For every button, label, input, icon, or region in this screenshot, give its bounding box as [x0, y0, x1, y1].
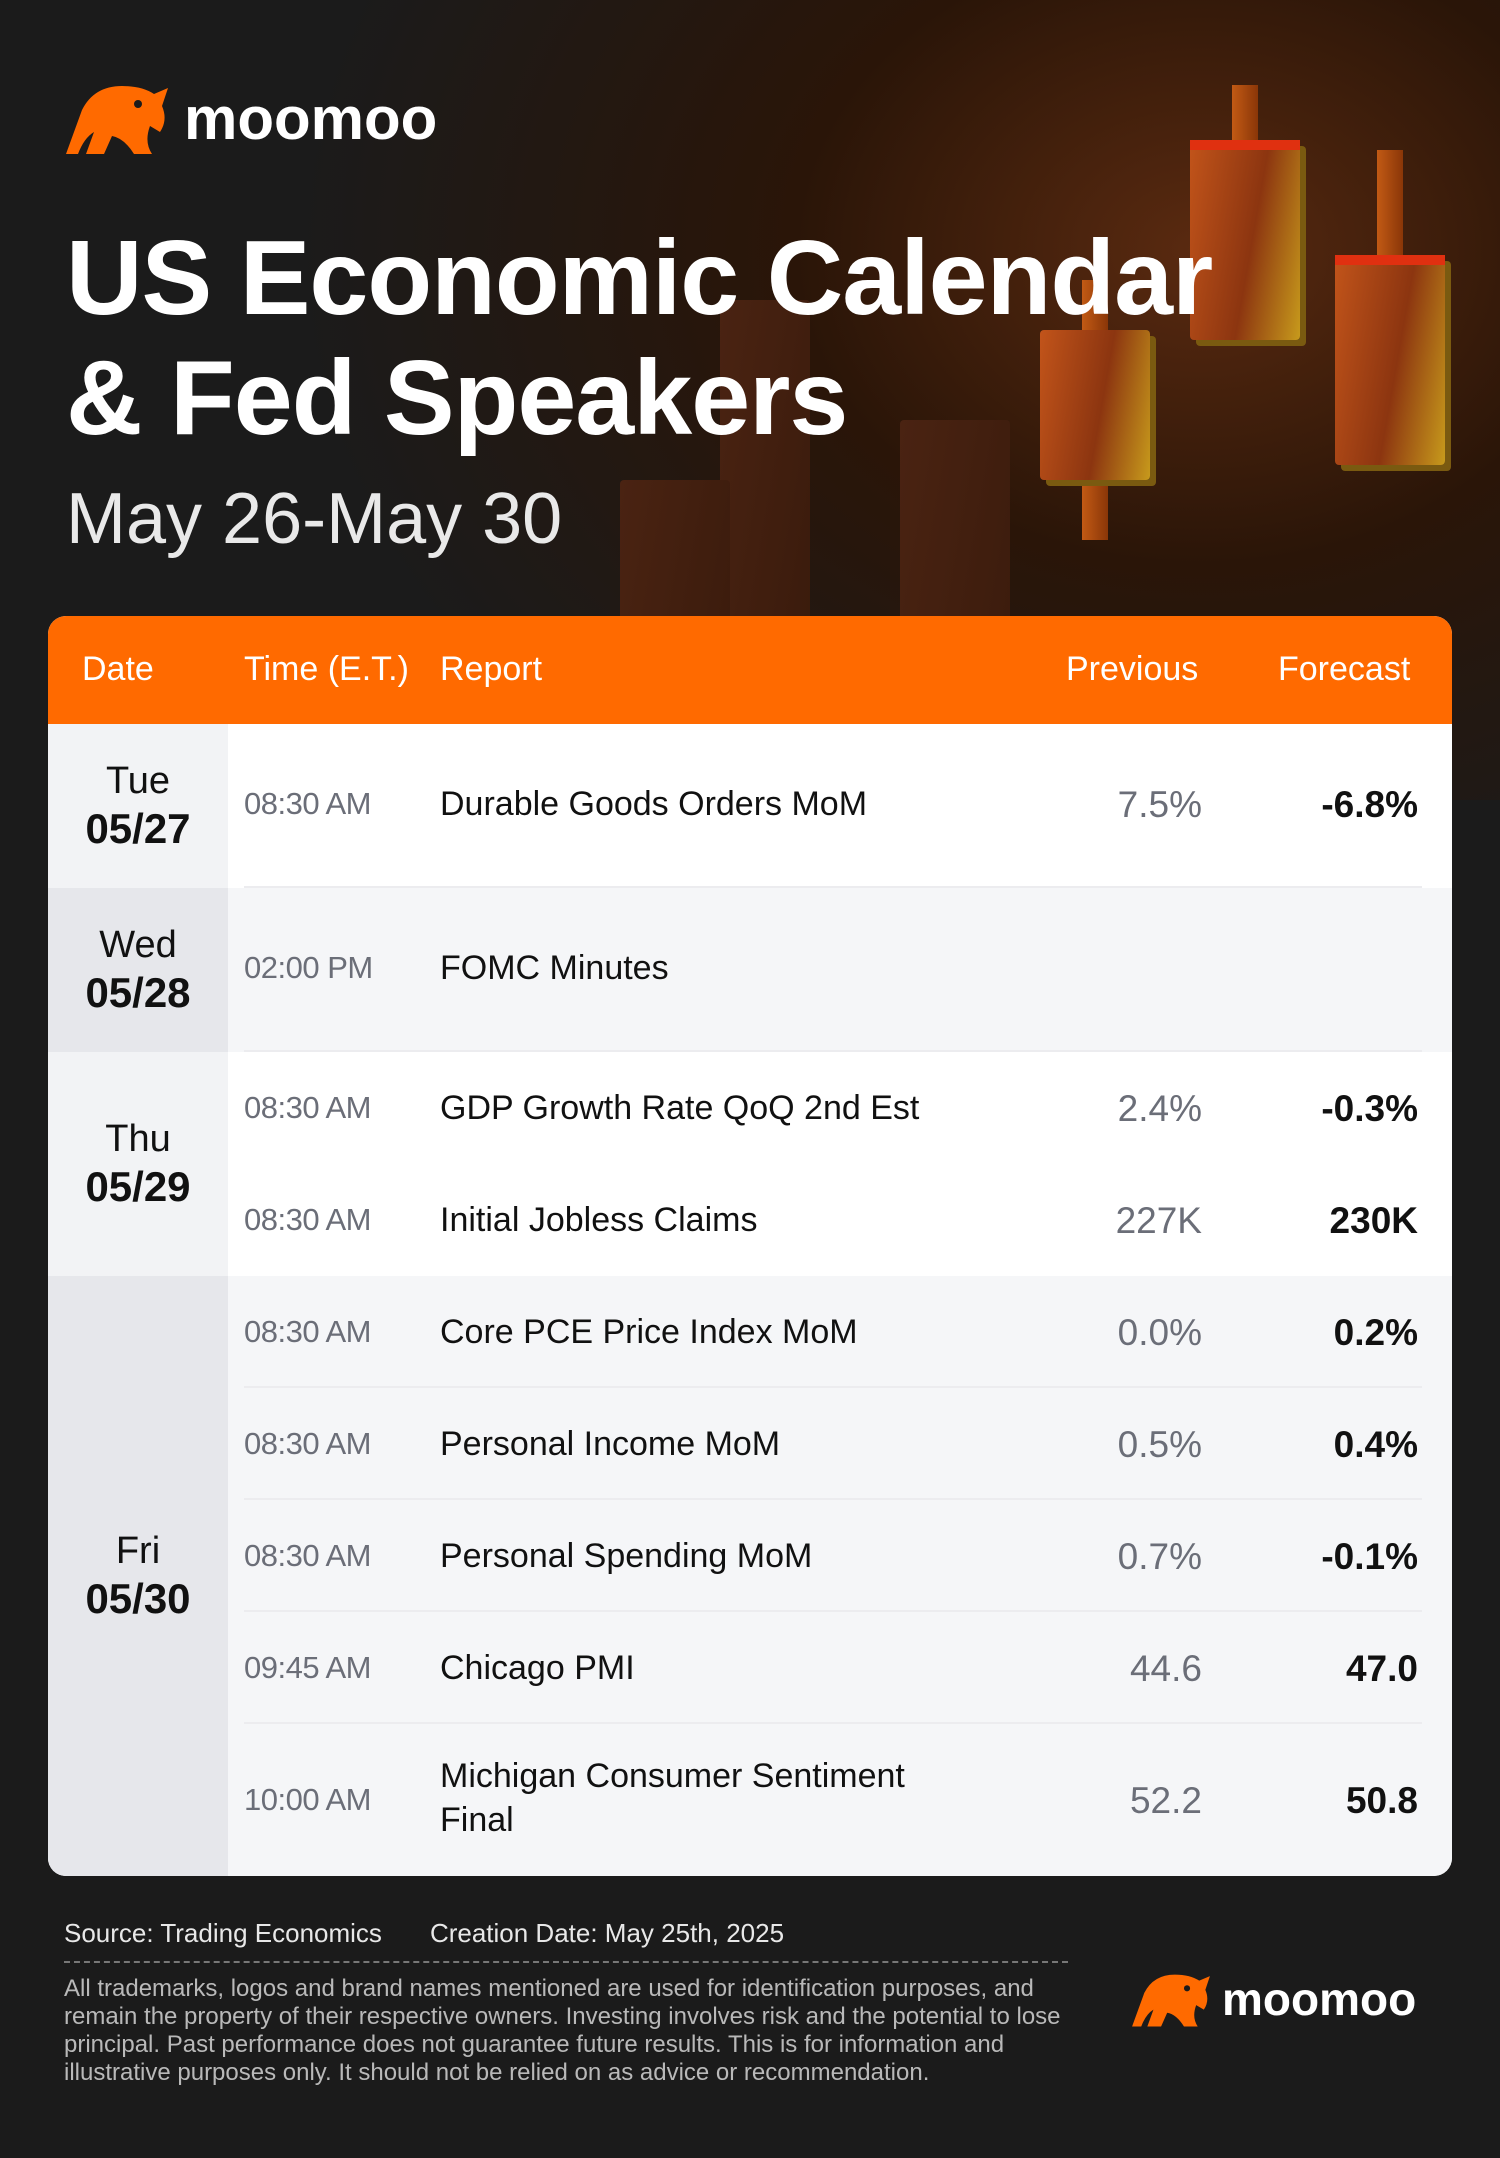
row-time: 08:30 AM: [244, 1538, 371, 1573]
day-of-week: Thu: [105, 1118, 171, 1160]
row-report: Personal Spending MoM: [440, 1537, 813, 1575]
row-divider: [244, 1050, 1422, 1052]
table-row: 10:00 AM Michigan Consumer Sentiment Fin…: [228, 1724, 1452, 1876]
table-row: 09:45 AM Chicago PMI 44.6 47.0: [228, 1612, 1452, 1724]
row-report: Chicago PMI: [440, 1649, 635, 1687]
day-group-thu: Thu 05/29 08:30 AM GDP Growth Rate QoQ 2…: [48, 1052, 1452, 1276]
row-forecast: 230K: [1329, 1200, 1418, 1241]
candlestick-decoration: [1040, 280, 1150, 540]
brand-logo: moomoo: [64, 80, 437, 156]
row-time: 08:30 AM: [244, 1314, 371, 1349]
column-header-date: Date: [82, 650, 154, 688]
row-divider: [244, 886, 1422, 888]
footer-brand-logo: moomoo: [1130, 1970, 1416, 2028]
brand-name: moomoo: [1222, 1973, 1417, 2025]
title-line-1: US Economic Calendar: [66, 219, 1213, 337]
row-forecast: 0.4%: [1333, 1424, 1418, 1465]
source-line: Source: Trading Economics Creation Date:…: [64, 1918, 1068, 1963]
row-divider: [244, 1722, 1422, 1724]
table-row: 08:30 AM Core PCE Price Index MoM 0.0% 0…: [228, 1276, 1452, 1388]
day-of-week: Wed: [99, 924, 177, 966]
row-forecast: -6.8%: [1321, 784, 1418, 825]
creation-date: Creation Date: May 25th, 2025: [429, 1918, 785, 1948]
table-row: 08:30 AM Personal Spending MoM 0.7% -0.1…: [228, 1500, 1452, 1612]
title-line-2: & Fed Speakers: [66, 339, 848, 457]
column-header-report: Report: [440, 650, 543, 688]
column-header-forecast: Forecast: [1278, 650, 1411, 688]
day-group-fri: Fri 05/30 08:30 AM Core PCE Price Index …: [48, 1276, 1452, 1876]
row-divider: [244, 1386, 1422, 1388]
row-time: 08:30 AM: [244, 1426, 371, 1461]
row-report: Durable Goods Orders MoM: [440, 785, 868, 823]
table-row: 08:30 AM Personal Income MoM 0.5% 0.4%: [228, 1388, 1452, 1500]
row-forecast: 0.2%: [1333, 1312, 1418, 1353]
page-title: US Economic Calendar & Fed Speakers: [66, 218, 1213, 458]
row-previous: 44.6: [1129, 1648, 1202, 1689]
footer: Source: Trading Economics Creation Date:…: [64, 1918, 1068, 2087]
day-date: 05/27: [85, 805, 191, 852]
date-cell: Tue 05/27: [48, 724, 228, 888]
row-forecast: 50.8: [1345, 1780, 1418, 1821]
row-report: GDP Growth Rate QoQ 2nd Est: [440, 1089, 920, 1127]
candlestick-decoration: [720, 300, 810, 660]
row-time: 09:45 AM: [244, 1650, 371, 1685]
table-row: 08:30 AM Durable Goods Orders MoM 7.5% -…: [228, 724, 1452, 888]
row-previous: 227K: [1115, 1200, 1202, 1241]
day-date: 05/30: [85, 1575, 191, 1622]
row-report: FOMC Minutes: [440, 949, 669, 987]
brand-name: moomoo: [184, 84, 438, 152]
row-previous: 0.5%: [1117, 1424, 1202, 1465]
row-previous: 7.5%: [1117, 784, 1202, 825]
row-time: 10:00 AM: [244, 1782, 371, 1817]
row-forecast: -0.1%: [1321, 1536, 1418, 1577]
row-forecast: -0.3%: [1321, 1088, 1418, 1129]
moomoo-bull-logo-icon: [1132, 1974, 1210, 2027]
candlestick-decoration: [1190, 85, 1300, 385]
day-date: 05/29: [85, 1163, 191, 1210]
date-cell: Thu 05/29: [48, 1052, 228, 1276]
moomoo-bull-logo-icon: [66, 86, 168, 154]
table-row: 08:30 AM Initial Jobless Claims 227K 230…: [228, 1164, 1452, 1276]
row-time: 02:00 PM: [244, 950, 373, 985]
row-report: Personal Income MoM: [440, 1425, 781, 1463]
day-date: 05/28: [85, 969, 191, 1016]
row-previous: 2.4%: [1117, 1088, 1202, 1129]
source-text: Source: Trading Economics: [64, 1918, 382, 1948]
row-previous: 0.0%: [1117, 1312, 1202, 1353]
day-of-week: Tue: [105, 760, 171, 802]
day-group-tue: Tue 05/27 08:30 AM Durable Goods Orders …: [48, 724, 1452, 888]
row-time: 08:30 AM: [244, 786, 371, 821]
row-previous: 0.7%: [1117, 1536, 1202, 1577]
column-header-time: Time (E.T.): [244, 650, 409, 688]
disclaimer: All trademarks, logos and brand names me…: [64, 1975, 1061, 2086]
candlestick-decoration: [1335, 150, 1445, 490]
row-divider: [244, 1498, 1422, 1500]
calendar-table: Date Time (E.T.) Report Previous Forecas…: [48, 616, 1452, 1876]
row-time: 08:30 AM: [244, 1202, 371, 1237]
row-forecast: 47.0: [1345, 1648, 1418, 1689]
row-report: Michigan Consumer Sentiment Final: [440, 1757, 905, 1839]
day-group-wed: Wed 05/28 02:00 PM FOMC Minutes: [48, 888, 1452, 1052]
date-cell: Fri 05/30: [48, 1276, 228, 1876]
row-report: Initial Jobless Claims: [440, 1201, 758, 1239]
day-of-week: Fri: [115, 1530, 161, 1572]
date-range: May 26-May 30: [66, 479, 563, 559]
table-row: 08:30 AM GDP Growth Rate QoQ 2nd Est 2.4…: [228, 1052, 1452, 1164]
row-time: 08:30 AM: [244, 1090, 371, 1125]
row-previous: 52.2: [1129, 1780, 1202, 1821]
column-header-previous: Previous: [1066, 650, 1199, 688]
row-report: Core PCE Price Index MoM: [440, 1313, 858, 1351]
date-cell: Wed 05/28: [48, 888, 228, 1052]
table-row: 02:00 PM FOMC Minutes: [228, 888, 1452, 1052]
row-divider: [244, 1610, 1422, 1612]
table-header: Date Time (E.T.) Report Previous Forecas…: [48, 616, 1452, 724]
